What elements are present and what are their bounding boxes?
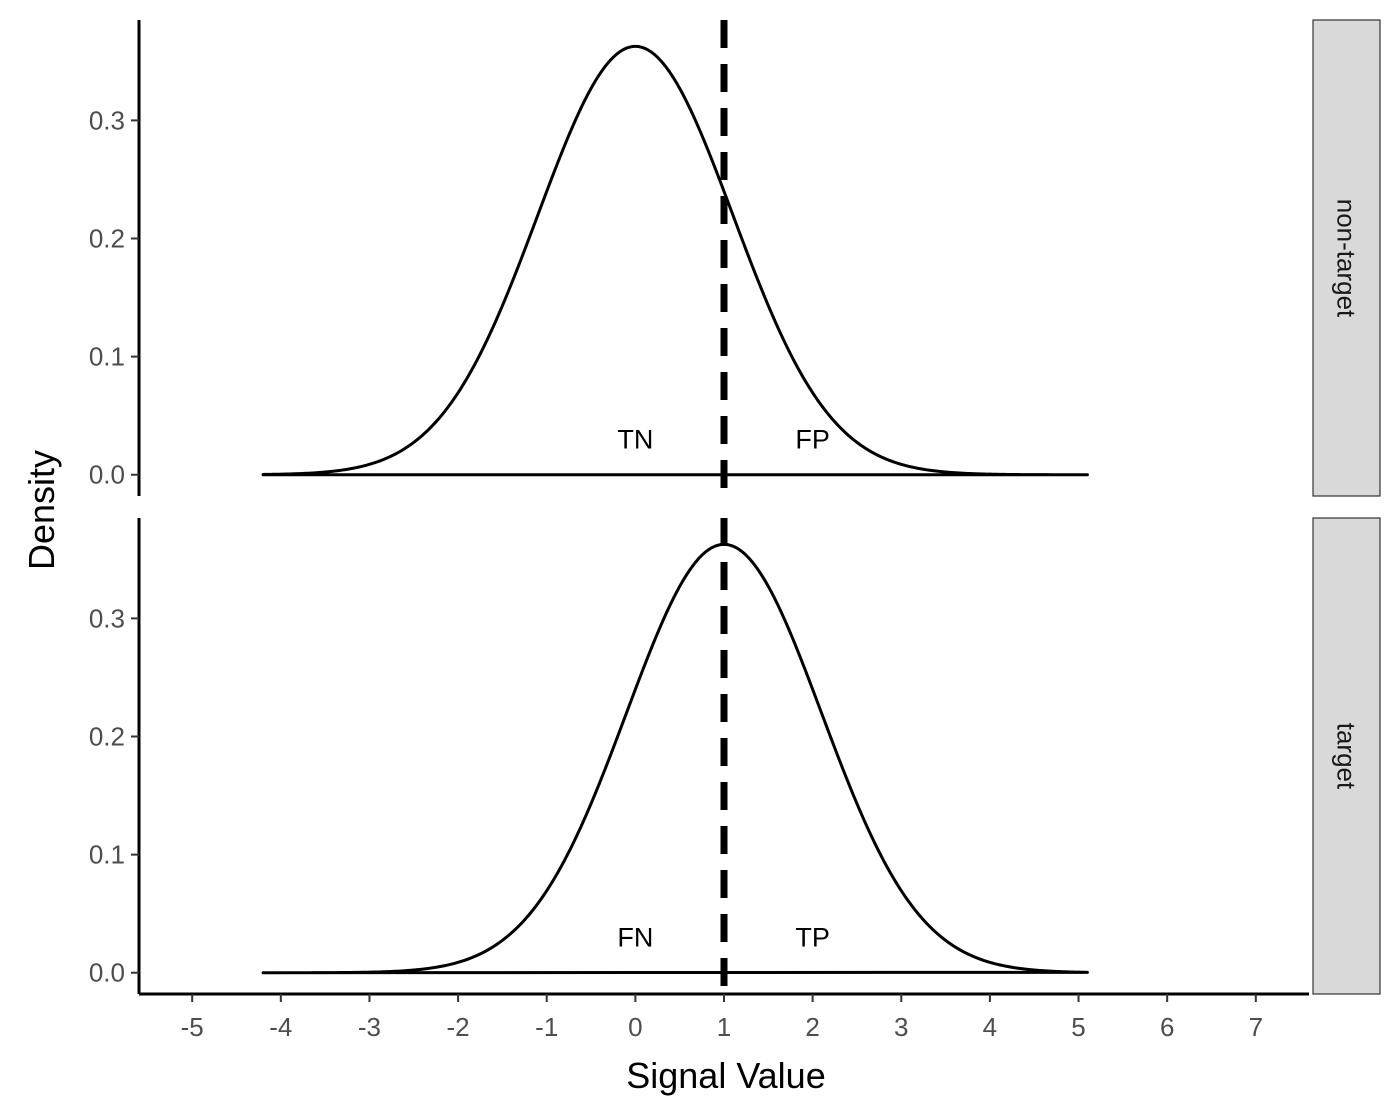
x-tick-label: -5: [181, 1012, 204, 1042]
y-tick-label: 0.0: [89, 958, 125, 988]
x-tick-label: -2: [447, 1012, 470, 1042]
region-label-FP: FP: [795, 424, 830, 454]
y-tick-label: 0.1: [89, 342, 125, 372]
x-tick-label: 4: [983, 1012, 997, 1042]
x-tick-label: -1: [535, 1012, 558, 1042]
y-tick-label: 0.2: [89, 722, 125, 752]
x-axis: -5 -4 -3 -2 -1 0 1 2 3 4 5 6 7: [139, 992, 1309, 1042]
x-tick-label: 2: [805, 1012, 819, 1042]
facet-strip: [1312, 19, 1381, 497]
x-tick-label: 3: [894, 1012, 908, 1042]
facet-strip-label: non-target: [1332, 199, 1362, 318]
facet-panel-non-target: 0.0 0.1 0.2 0.3 TN FP non-target: [89, 19, 1381, 497]
x-tick-label: -4: [269, 1012, 292, 1042]
y-axis-title: Density: [21, 450, 62, 570]
x-tick-label: 1: [717, 1012, 731, 1042]
region-label-FN: FN: [617, 922, 653, 952]
facet-strip-label: target: [1332, 723, 1362, 790]
y-tick-label: 0.3: [89, 105, 125, 135]
y-tick-label: 0.2: [89, 224, 125, 254]
y-tick-label: 0.1: [89, 840, 125, 870]
facet-panel-target: 0.0 0.1 0.2 0.3 FN TP target: [89, 517, 1381, 995]
x-tick-label: -3: [358, 1012, 381, 1042]
y-tick-label: 0.0: [89, 460, 125, 490]
y-tick-label: 0.3: [89, 603, 125, 633]
x-tick-label: 6: [1160, 1012, 1174, 1042]
density-curve-non-target: [261, 44, 1089, 477]
x-tick-label: 0: [628, 1012, 642, 1042]
facet-panels: 0.0 0.1 0.2 0.3 TN FP non-target 0.0 0.1 0.2 0.3 FN…: [89, 19, 1381, 995]
x-axis-title: Signal Value: [626, 1055, 825, 1096]
region-label-TP: TP: [795, 922, 830, 952]
x-tick-label: 5: [1071, 1012, 1085, 1042]
region-label-TN: TN: [617, 424, 653, 454]
density-curve-target: [261, 542, 1089, 975]
x-tick-label: 7: [1249, 1012, 1263, 1042]
facet-strip: [1312, 517, 1381, 995]
